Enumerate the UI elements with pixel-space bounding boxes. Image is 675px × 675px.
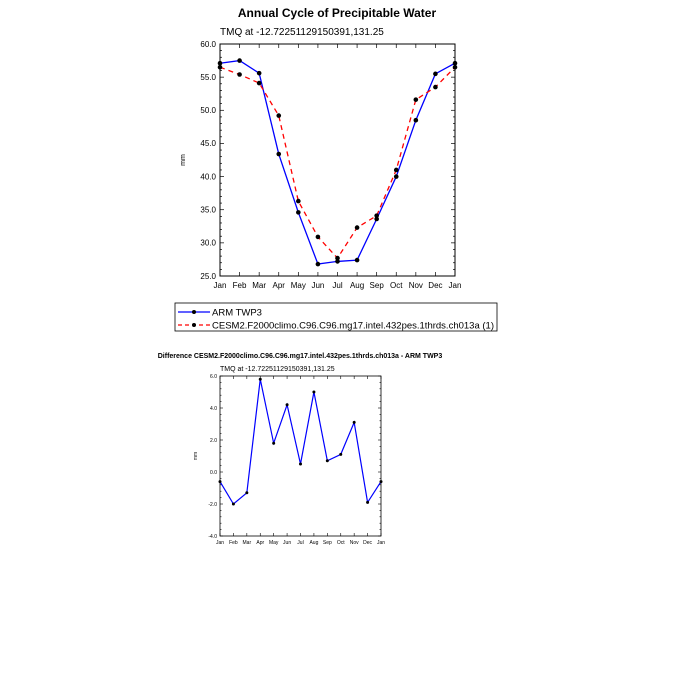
- chart1-series-2-point: [374, 213, 379, 218]
- chart2-series-1-point: [312, 390, 316, 394]
- legend-label-cesm: CESM2.F2000climo.C96.C96.mg17.intel.432p…: [212, 321, 494, 332]
- chart2-series-1-point: [272, 441, 276, 445]
- chart1-xtick-label: Mar: [252, 281, 266, 290]
- chart1-series-2-point: [433, 84, 438, 90]
- chart1-ytick-label: 55.0: [200, 73, 216, 82]
- chart2-series-1-line: [219, 379, 382, 505]
- chart1-series-2-point: [217, 64, 223, 70]
- chart1-series-2-point: [452, 64, 458, 70]
- chart2-xtick-label: Aug: [309, 540, 318, 546]
- chart1-series-1-point: [237, 58, 242, 63]
- chart2-xtick-label: Jul: [297, 540, 303, 546]
- chart2-xtick-label: Jan: [377, 540, 385, 546]
- chart1-ytick-label: 50.0: [200, 106, 216, 115]
- chart1-xtick-label: Feb: [233, 281, 247, 290]
- chart1-plot-area: 25.0 30.0 35.0 40.0 45.0 50.0 55.0 60.0 Jan Feb Ma…: [200, 40, 461, 290]
- chart1-xtick-label: Jan: [449, 281, 462, 290]
- chart2-series-1-point: [285, 403, 289, 407]
- legend-label-arm: ARM TWP3: [212, 308, 262, 319]
- chart2-series-1-point: [352, 420, 356, 424]
- chart2-ytick-label: 6.0: [210, 374, 217, 380]
- chart2-xtick-label: Jan: [216, 540, 224, 546]
- chart1-xtick-label: Jan: [214, 281, 227, 290]
- chart2-series-1-point: [218, 480, 222, 484]
- chart2-xtick-label: Feb: [229, 540, 238, 546]
- chart1-series-1-point: [335, 259, 340, 264]
- chart1-series-2-point: [315, 234, 321, 240]
- chart2-ylabel: mm: [193, 452, 199, 460]
- legend-box: [174, 302, 498, 332]
- chart1-series-1-point: [393, 174, 399, 179]
- chart1-xtick-label: Jun: [311, 281, 324, 290]
- chart2-title: Difference CESM2.F2000climo.C96.C96.mg17…: [158, 353, 443, 360]
- chart2-series-1-point: [231, 502, 235, 506]
- chart2-series-1-point: [379, 480, 383, 484]
- chart2-series-1-point: [299, 462, 302, 466]
- chart1-series-1-point: [256, 70, 262, 76]
- chart1-title: Annual Cycle of Precipitable Water: [238, 6, 437, 20]
- chart1-ytick-label: 60.0: [200, 40, 216, 49]
- chart2-xtick-label: Nov: [350, 540, 359, 546]
- chart1-series-1-point: [315, 261, 321, 267]
- chart2-xtick-label: Oct: [337, 540, 345, 546]
- chart2-xtick-label: Apr: [256, 540, 264, 546]
- chart1-xtick-label: Sep: [370, 281, 385, 290]
- chart1-xtick-label: Jul: [332, 281, 342, 290]
- chart2-series-1-point: [258, 377, 262, 381]
- chart2-xtick-label: Sep: [323, 540, 332, 546]
- chart1-series-1-point: [433, 71, 438, 77]
- chart1-legend: ARM TWP3 CESM2.F2000climo.C96.C96.mg17.i…: [174, 302, 498, 332]
- legend-marker-cesm: [192, 323, 196, 327]
- chart1-xtick-label: Nov: [409, 281, 423, 290]
- chart1-series-1-point: [276, 151, 282, 157]
- chart2-ytick-label: 0.0: [210, 470, 217, 476]
- chart2-frame: [219, 375, 382, 537]
- chart1-series-2-point: [276, 113, 282, 118]
- chart1-series-2-line: [219, 66, 456, 260]
- chart1-series-1-point: [354, 257, 360, 263]
- chart1-ytick-label: 30.0: [200, 239, 216, 248]
- chart2-ytick-label: 2.0: [210, 438, 217, 444]
- legend-marker-arm: [192, 310, 196, 314]
- chart2-ytick-label: 4.0: [210, 406, 217, 412]
- chart2-series-1-point: [339, 452, 343, 456]
- chart1-series-2-point: [393, 167, 399, 173]
- chart1-subtitle: TMQ at -12.72251129150391,131.25: [220, 27, 384, 38]
- chart1-ylabel: mm: [180, 154, 187, 166]
- chart1-series-1-point: [452, 60, 458, 66]
- chart2-ytick-label: -4.0: [208, 534, 217, 540]
- chart1-series-2-point: [237, 72, 242, 77]
- chart1-series-2-point: [256, 80, 262, 86]
- chart2-ytick-label: -2.0: [208, 502, 217, 508]
- chart1-series-2-point: [296, 198, 301, 204]
- chart1-xtick-label: Aug: [350, 281, 364, 290]
- chart1-ytick-label: 25.0: [200, 272, 216, 281]
- chart1-xtick-label: Dec: [428, 281, 442, 290]
- chart2-series-1-point: [245, 491, 249, 495]
- chart1-xtick-label: Apr: [273, 281, 286, 290]
- chart1-series-1-point: [296, 210, 301, 215]
- chart2-series-1-point: [325, 459, 329, 463]
- chart2-xtick-label: Dec: [363, 540, 372, 546]
- chart2-series-1-point: [366, 500, 370, 504]
- chart2-xtick-label: May: [269, 540, 279, 546]
- chart1-series-1-point: [374, 216, 379, 222]
- chart1-series-2-point: [413, 97, 419, 102]
- chart2-xtick-label: Mar: [243, 540, 252, 546]
- chart1-ytick-label: 45.0: [200, 139, 216, 148]
- chart1-series-1-line: [219, 59, 456, 265]
- chart1-ytick-label: 35.0: [200, 206, 216, 215]
- chart1-ytick-label: 40.0: [200, 172, 216, 181]
- chart2-plot-area: -4.0 -2.0 0.0 2.0 4.0 6.0 Jan Feb Mar Apr May Jun Ju…: [208, 374, 385, 546]
- chart1-frame: [219, 43, 456, 277]
- chart1-xtick-label: May: [291, 281, 306, 290]
- chart2-xtick-label: Jun: [283, 540, 291, 546]
- chart1-series-1-point: [413, 117, 419, 123]
- chart1-xtick-label: Oct: [390, 281, 403, 290]
- chart1-series-2-point: [335, 255, 340, 261]
- chart2-subtitle: TMQ at -12.72251129150391,131.25: [220, 366, 335, 373]
- chart1-series-2-point: [354, 225, 360, 230]
- chart1-series-1-point: [217, 60, 223, 66]
